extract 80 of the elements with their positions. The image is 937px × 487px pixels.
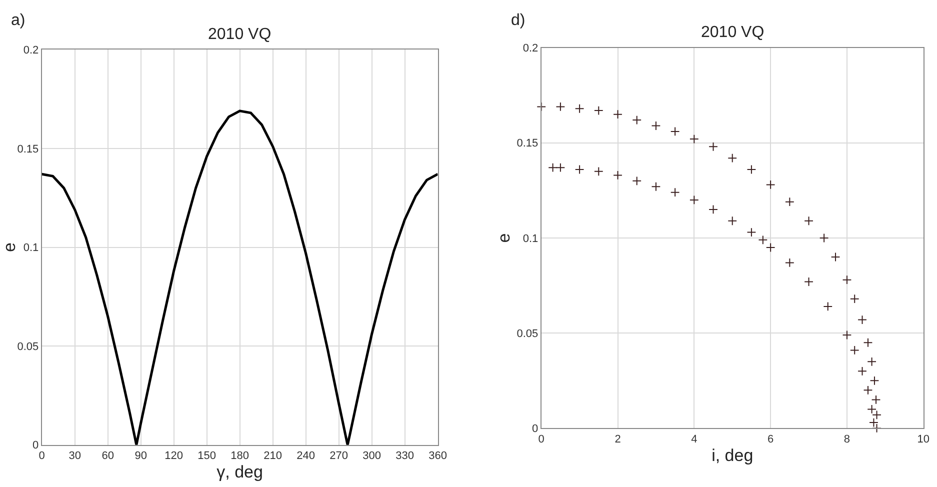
point xyxy=(858,315,867,324)
y-tick-label: 0.05 xyxy=(17,340,39,353)
point xyxy=(804,216,814,226)
point xyxy=(842,330,852,340)
point xyxy=(870,376,880,386)
point xyxy=(548,162,558,172)
y-axis-title: e xyxy=(0,242,19,252)
x-axis-title: i, deg xyxy=(712,446,754,465)
point xyxy=(819,233,829,243)
x-tick-label: 120 xyxy=(164,450,183,462)
point xyxy=(766,180,776,190)
y-tick-label: 0 xyxy=(532,423,538,436)
point xyxy=(594,106,604,116)
x-tick-label: 8 xyxy=(844,433,850,446)
y-tick-label: 0.1 xyxy=(522,232,538,245)
point xyxy=(784,197,794,207)
point xyxy=(651,182,661,192)
point xyxy=(574,104,584,114)
line-series xyxy=(42,110,438,445)
x-tick-label: 10 xyxy=(917,433,930,446)
text: a) xyxy=(11,12,26,29)
point xyxy=(651,121,661,130)
x-tick-label: 270 xyxy=(330,450,348,462)
point xyxy=(708,204,718,214)
x-tick-label: 6 xyxy=(768,433,774,446)
y-tick-label: 0.2 xyxy=(522,42,538,55)
x-tick-label: 90 xyxy=(134,450,147,462)
point xyxy=(632,115,642,125)
point xyxy=(536,102,546,112)
point xyxy=(556,102,566,112)
point xyxy=(871,394,881,404)
x-tick-label: 60 xyxy=(102,450,114,462)
x-tick-label: 4 xyxy=(691,433,698,446)
y-axis-title: e xyxy=(494,233,514,243)
point xyxy=(823,302,833,312)
x-tick-label: 2 xyxy=(614,433,621,446)
point xyxy=(830,252,840,262)
point xyxy=(746,164,756,174)
point xyxy=(863,338,873,348)
point xyxy=(728,216,738,226)
point xyxy=(842,275,852,285)
point xyxy=(613,110,622,120)
x-tick-label: 240 xyxy=(296,450,315,462)
point xyxy=(689,134,699,144)
point xyxy=(804,277,814,286)
text: d) xyxy=(511,12,526,29)
point xyxy=(670,188,680,198)
point xyxy=(850,346,860,355)
point xyxy=(858,366,867,376)
x-tick-label: 30 xyxy=(68,450,81,462)
point xyxy=(708,142,718,152)
point xyxy=(758,235,768,245)
point xyxy=(746,228,756,237)
point xyxy=(784,258,794,268)
point xyxy=(632,176,642,186)
x-tick-label: 330 xyxy=(396,450,414,462)
y-tick-label: 0.2 xyxy=(23,44,39,56)
point xyxy=(574,164,584,174)
x-tick-label: 300 xyxy=(362,450,381,462)
point xyxy=(863,385,873,395)
chart-title: 2010 VQ xyxy=(208,26,272,43)
point xyxy=(728,153,738,163)
point xyxy=(670,126,680,136)
y-tick-label: 0.15 xyxy=(17,143,39,156)
x-tick-label: 150 xyxy=(198,450,216,462)
y-tick-label: 0.1 xyxy=(23,242,39,254)
x-tick-label: 180 xyxy=(230,450,249,462)
chart-title: 2010 VQ xyxy=(701,24,764,41)
x-tick-label: 360 xyxy=(428,450,447,462)
point xyxy=(766,242,776,252)
point xyxy=(613,170,622,180)
y-tick-label: 0.05 xyxy=(516,328,538,340)
point xyxy=(850,294,860,304)
x-axis-title: γ, deg xyxy=(216,462,263,482)
point xyxy=(556,162,566,172)
x-tick-label: 210 xyxy=(264,450,282,462)
point xyxy=(867,356,876,366)
point xyxy=(689,195,699,205)
point xyxy=(594,166,604,176)
y-tick-label: 0.15 xyxy=(516,138,538,150)
